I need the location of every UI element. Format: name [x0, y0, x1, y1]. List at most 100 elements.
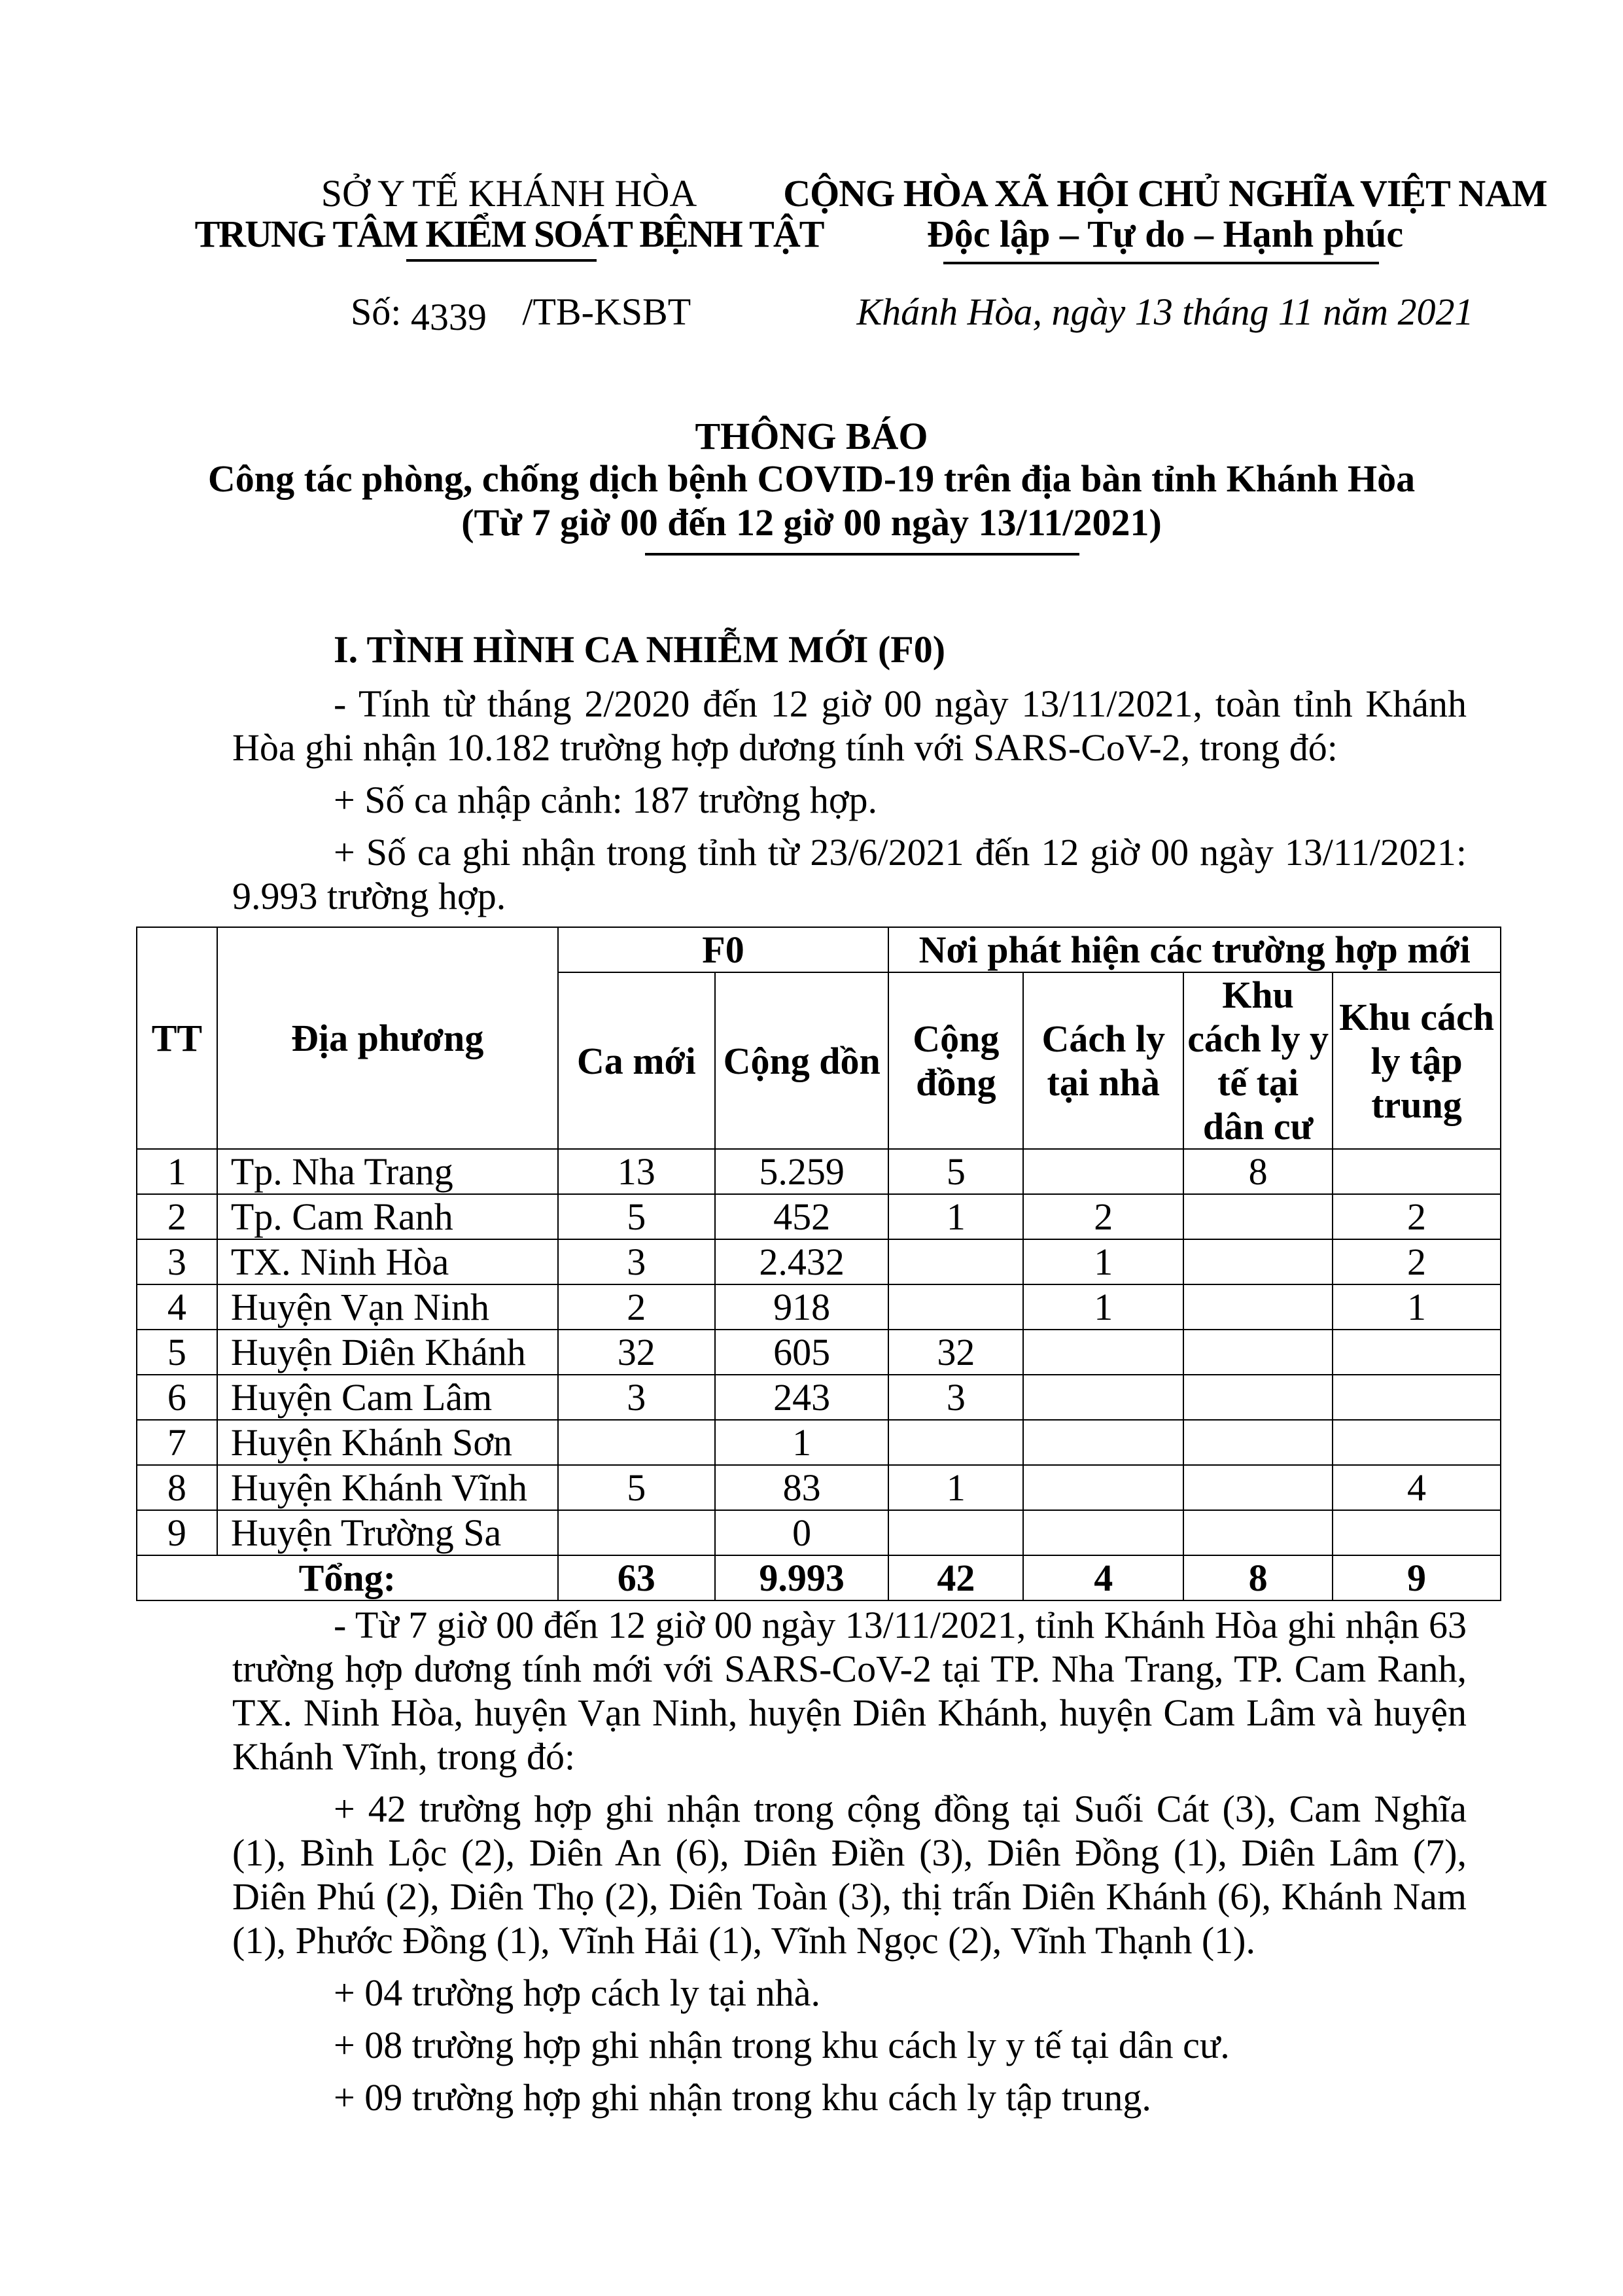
header-cumulative: Cộng dồn	[714, 972, 890, 1150]
doc-number-prefix: Số:	[351, 291, 402, 333]
row-locality: Tp. Cam Ranh	[216, 1193, 559, 1240]
row-home: 2	[1022, 1193, 1185, 1240]
row-cumulative: 605	[714, 1329, 890, 1375]
header-tt: TT	[136, 927, 218, 1150]
cases-table: TT Địa phương F0 Nơi phát hiện các trườn…	[136, 927, 1501, 1601]
doc-number: 4339	[410, 296, 487, 338]
agency-underline	[406, 259, 597, 262]
table-row: 1 Tp. Nha Trang 13 5.259 5 8	[136, 1148, 1501, 1195]
paragraph-home: + 04 trường hợp cách ly tại nhà.	[334, 1971, 820, 2014]
motto-underline	[943, 262, 1379, 264]
row-residential: 8	[1183, 1148, 1334, 1195]
row-new: 5	[557, 1464, 716, 1511]
row-centralized: 2	[1332, 1239, 1501, 1285]
row-locality: Huyện Vạn Ninh	[216, 1284, 559, 1330]
row-new: 13	[557, 1148, 716, 1195]
total-new: 63	[557, 1555, 716, 1601]
row-new: 3	[557, 1374, 716, 1421]
row-locality: Huyện Khánh Vĩnh	[216, 1464, 559, 1511]
table-row: 6 Huyện Cam Lâm 3 243 3	[136, 1374, 1501, 1421]
row-centralized: 2	[1332, 1193, 1501, 1240]
row-tt: 3	[136, 1239, 218, 1285]
row-tt: 2	[136, 1193, 218, 1240]
row-tt: 4	[136, 1284, 218, 1330]
header-locality: Địa phương	[216, 927, 559, 1150]
row-new: 2	[557, 1284, 716, 1330]
header-where-detected: Nơi phát hiện các trường hợp mới	[888, 927, 1501, 973]
row-tt: 6	[136, 1374, 218, 1421]
motto: Độc lập – Tự do – Hạnh phúc	[926, 213, 1404, 255]
row-residential	[1183, 1193, 1334, 1240]
row-locality: Tp. Nha Trang	[216, 1148, 559, 1195]
paragraph-local: + Số ca ghi nhận trong tỉnh từ 23/6/2021…	[232, 831, 1467, 917]
row-cumulative: 0	[714, 1510, 890, 1556]
row-centralized	[1332, 1510, 1501, 1556]
row-centralized	[1332, 1329, 1501, 1375]
row-residential	[1183, 1374, 1334, 1421]
doc-period: (Từ 7 giờ 00 đến 12 giờ 00 ngày 13/11/20…	[461, 501, 1162, 544]
row-home	[1022, 1329, 1185, 1375]
row-new	[557, 1419, 716, 1466]
total-residential: 8	[1183, 1555, 1334, 1601]
row-home	[1022, 1148, 1185, 1195]
doc-subtitle: Công tác phòng, chống dịch bệnh COVID-19…	[207, 457, 1416, 500]
row-community	[888, 1419, 1024, 1466]
table-row: 7 Huyện Khánh Sơn 1	[136, 1419, 1501, 1466]
row-home: 1	[1022, 1239, 1185, 1285]
row-home	[1022, 1419, 1185, 1466]
header-community: Cộng đồng	[888, 972, 1024, 1150]
row-locality: Huyện Trường Sa	[216, 1510, 559, 1556]
row-home	[1022, 1464, 1185, 1511]
total-cumulative: 9.993	[714, 1555, 890, 1601]
row-residential	[1183, 1510, 1334, 1556]
row-community: 32	[888, 1329, 1024, 1375]
row-residential	[1183, 1284, 1334, 1330]
table-row: 3 TX. Ninh Hòa 3 2.432 1 2	[136, 1239, 1501, 1285]
total-community: 42	[888, 1555, 1024, 1601]
paragraph-centralized: + 09 trường hợp ghi nhận trong khu cách …	[334, 2076, 1151, 2119]
row-centralized	[1332, 1419, 1501, 1466]
row-cumulative: 83	[714, 1464, 890, 1511]
row-new: 3	[557, 1239, 716, 1285]
row-centralized	[1332, 1374, 1501, 1421]
doc-number-line: Số: 4339 /TB-KSBT	[351, 290, 691, 338]
total-home: 4	[1022, 1555, 1185, 1601]
row-centralized: 1	[1332, 1284, 1501, 1330]
header-centralized-quarantine: Khu cách ly tập trung	[1332, 972, 1501, 1150]
row-tt: 9	[136, 1510, 218, 1556]
row-new	[557, 1510, 716, 1556]
row-home: 1	[1022, 1284, 1185, 1330]
place-date: Khánh Hòa, ngày 13 tháng 11 năm 2021	[856, 291, 1474, 333]
paragraph-community: + 42 trường hợp ghi nhận trong cộng đồng…	[232, 1788, 1467, 1962]
header-home-isolation: Cách ly tại nhà	[1022, 972, 1185, 1150]
paragraph-residential: + 08 trường hợp ghi nhận trong khu cách …	[334, 2024, 1230, 2066]
row-cumulative: 1	[714, 1419, 890, 1466]
doc-title: THÔNG BÁO	[695, 415, 928, 457]
row-locality: TX. Ninh Hòa	[216, 1239, 559, 1285]
table-row: 2 Tp. Cam Ranh 5 452 1 2 2	[136, 1193, 1501, 1240]
row-cumulative: 2.432	[714, 1239, 890, 1285]
row-locality: Huyện Khánh Sơn	[216, 1419, 559, 1466]
table-row: 9 Huyện Trường Sa 0	[136, 1510, 1501, 1556]
row-home	[1022, 1510, 1185, 1556]
agency-parent: SỞ Y TẾ KHÁNH HÒA	[321, 172, 697, 215]
title-underline	[645, 553, 1079, 556]
row-community	[888, 1510, 1024, 1556]
row-locality: Huyện Cam Lâm	[216, 1374, 559, 1421]
row-tt: 8	[136, 1464, 218, 1511]
row-community: 5	[888, 1148, 1024, 1195]
row-centralized	[1332, 1148, 1501, 1195]
row-home	[1022, 1374, 1185, 1421]
nation-name: CỘNG HÒA XÃ HỘI CHỦ NGHĨA VIỆT NAM	[783, 172, 1548, 215]
agency-name: TRUNG TÂM KIỂM SOÁT BỆNH TẬT	[194, 213, 825, 255]
row-residential	[1183, 1419, 1334, 1466]
row-residential	[1183, 1464, 1334, 1511]
total-centralized: 9	[1332, 1555, 1501, 1601]
paragraph-new-cases: - Từ 7 giờ 00 đến 12 giờ 00 ngày 13/11/2…	[232, 1604, 1467, 1778]
section-body: I. TÌNH HÌNH CA NHIỄM MỚI (F0) - Tính từ…	[136, 627, 1501, 2128]
row-cumulative: 243	[714, 1374, 890, 1421]
header-residential-quarantine: Khu cách ly y tế tại dân cư	[1183, 972, 1334, 1150]
table-total-row: Tổng: 63 9.993 42 4 8 9	[136, 1555, 1501, 1601]
row-residential	[1183, 1329, 1334, 1375]
section-heading: I. TÌNH HÌNH CA NHIỄM MỚI (F0)	[334, 628, 946, 671]
